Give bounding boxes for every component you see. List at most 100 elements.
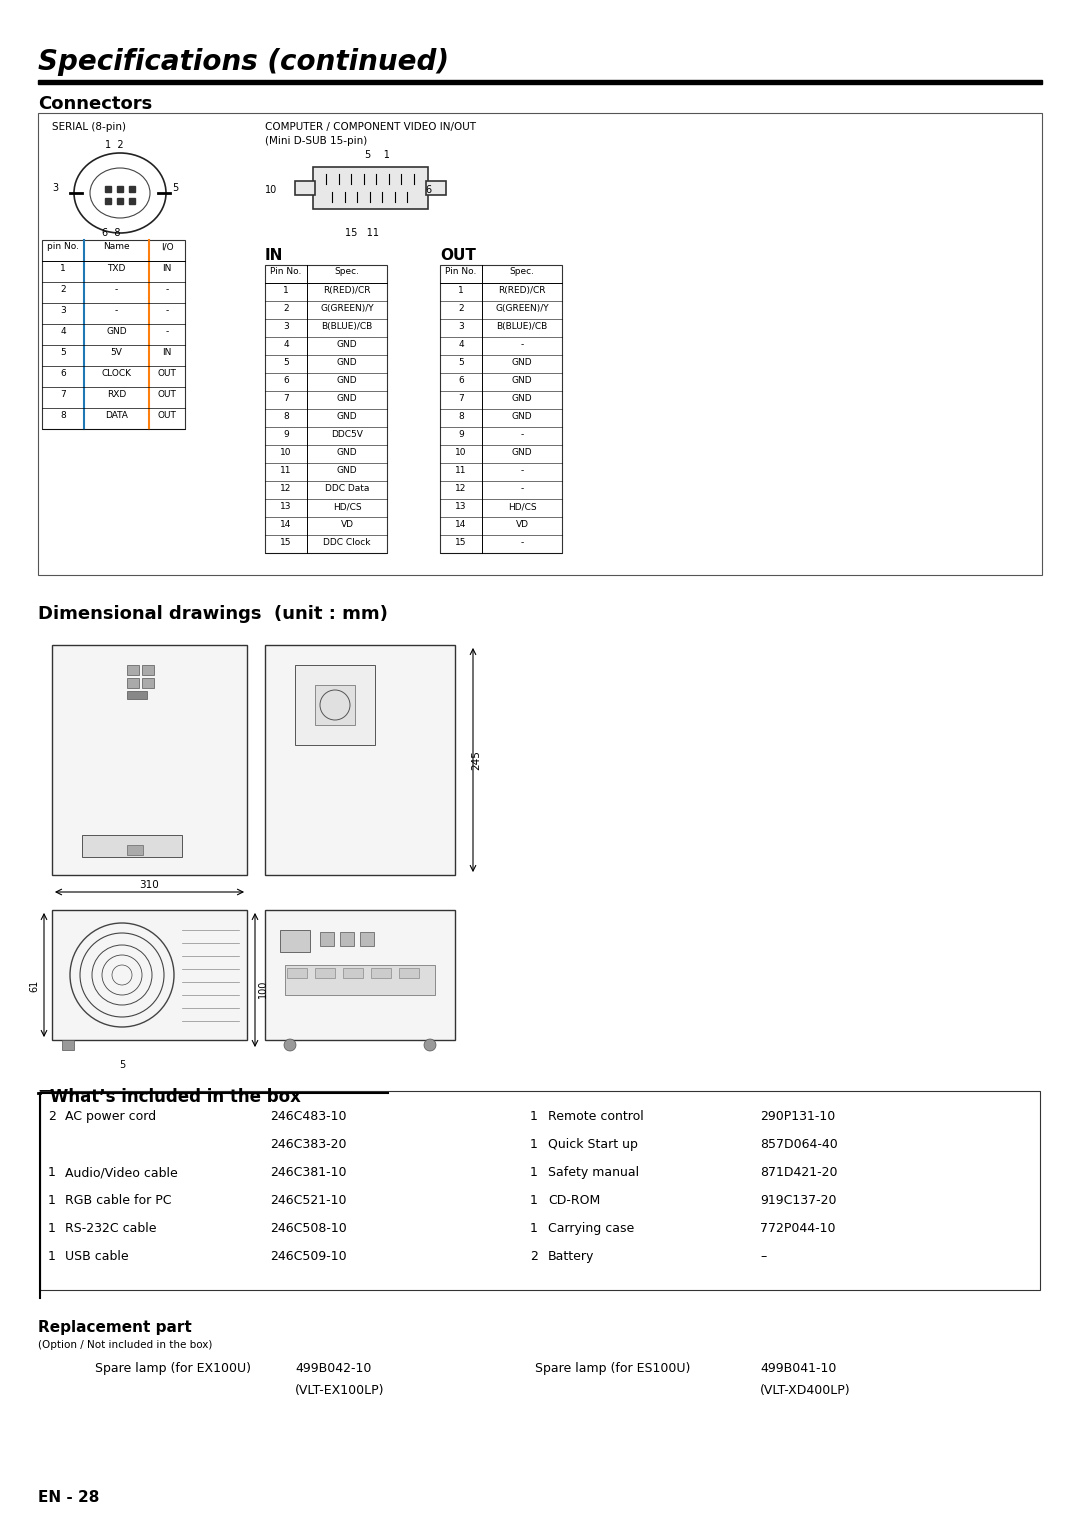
Text: 7: 7 xyxy=(283,394,288,403)
Text: Pin No.: Pin No. xyxy=(445,267,476,277)
Text: GND: GND xyxy=(337,358,357,367)
Text: 2: 2 xyxy=(48,1109,56,1123)
Text: 12: 12 xyxy=(456,484,467,494)
Text: 1: 1 xyxy=(530,1193,538,1207)
Bar xyxy=(127,691,147,698)
Text: 310: 310 xyxy=(139,880,160,889)
Text: Spec.: Spec. xyxy=(335,267,360,277)
Text: 1: 1 xyxy=(530,1109,538,1123)
Text: (Option / Not included in the box): (Option / Not included in the box) xyxy=(38,1340,213,1351)
Text: 246C381-10: 246C381-10 xyxy=(270,1166,347,1180)
Text: B(BLUE)/CB: B(BLUE)/CB xyxy=(322,322,373,332)
Text: GND: GND xyxy=(512,376,532,385)
Text: 8: 8 xyxy=(458,413,464,422)
Text: 5: 5 xyxy=(172,183,178,193)
Text: EN - 28: EN - 28 xyxy=(38,1490,99,1505)
Text: Spare lamp (for EX100U): Spare lamp (for EX100U) xyxy=(95,1361,251,1375)
Bar xyxy=(360,932,374,946)
Text: 15: 15 xyxy=(280,538,292,547)
Text: DATA: DATA xyxy=(105,411,127,420)
Text: -: - xyxy=(165,306,168,315)
Text: R(RED)/CR: R(RED)/CR xyxy=(498,286,545,295)
Bar xyxy=(105,199,111,205)
Text: GND: GND xyxy=(337,341,357,348)
Text: -: - xyxy=(165,327,168,336)
Text: 1: 1 xyxy=(60,264,66,274)
Bar xyxy=(340,932,354,946)
Text: -: - xyxy=(114,286,118,293)
Text: GND: GND xyxy=(512,413,532,422)
Bar xyxy=(295,180,314,196)
Text: 15   11: 15 11 xyxy=(345,228,379,238)
Text: 10: 10 xyxy=(280,448,292,457)
Text: 3: 3 xyxy=(283,322,288,332)
Text: 1: 1 xyxy=(48,1193,56,1207)
Text: 246C509-10: 246C509-10 xyxy=(270,1250,347,1264)
Bar xyxy=(320,932,334,946)
Text: 2: 2 xyxy=(283,304,288,313)
Text: OUT: OUT xyxy=(158,390,176,399)
Text: 6: 6 xyxy=(283,376,288,385)
Text: DDC Clock: DDC Clock xyxy=(323,538,370,547)
Bar xyxy=(295,665,375,746)
Text: 499B042-10: 499B042-10 xyxy=(295,1361,372,1375)
Text: pin No.: pin No. xyxy=(48,241,79,251)
Text: COMPUTER / COMPONENT VIDEO IN/OUT: COMPUTER / COMPONENT VIDEO IN/OUT xyxy=(265,122,476,131)
Text: 1: 1 xyxy=(530,1166,538,1180)
Text: 9: 9 xyxy=(458,429,464,439)
Text: 246C521-10: 246C521-10 xyxy=(270,1193,347,1207)
Bar xyxy=(285,966,435,995)
Circle shape xyxy=(284,1039,296,1051)
Bar xyxy=(265,264,387,553)
Text: 5: 5 xyxy=(283,358,288,367)
Text: 12: 12 xyxy=(281,484,292,494)
Text: DDC Data: DDC Data xyxy=(325,484,369,494)
Text: TXD: TXD xyxy=(107,264,125,274)
Text: 4: 4 xyxy=(458,341,463,348)
Bar xyxy=(127,845,143,856)
Text: DDC5V: DDC5V xyxy=(332,429,363,439)
Text: HD/CS: HD/CS xyxy=(333,503,362,510)
Bar xyxy=(141,678,154,688)
Text: SERIAL (8-pin): SERIAL (8-pin) xyxy=(52,122,126,131)
Text: -: - xyxy=(165,286,168,293)
Text: 5: 5 xyxy=(458,358,464,367)
Text: 10: 10 xyxy=(265,185,278,196)
Text: Audio/Video cable: Audio/Video cable xyxy=(65,1166,178,1180)
Text: 15: 15 xyxy=(456,538,467,547)
Bar xyxy=(42,240,185,429)
Text: 11: 11 xyxy=(456,466,467,475)
Text: GND: GND xyxy=(512,358,532,367)
Text: —: — xyxy=(38,1085,52,1099)
Text: (Mini D-SUB 15-pin): (Mini D-SUB 15-pin) xyxy=(265,136,367,147)
Text: -: - xyxy=(521,538,524,547)
Text: IN: IN xyxy=(265,248,283,263)
Text: RXD: RXD xyxy=(107,390,126,399)
Bar xyxy=(62,1041,75,1050)
Text: 4: 4 xyxy=(283,341,288,348)
Text: Safety manual: Safety manual xyxy=(548,1166,639,1180)
Text: 246C508-10: 246C508-10 xyxy=(270,1222,347,1235)
Text: AC power cord: AC power cord xyxy=(65,1109,157,1123)
Text: 9: 9 xyxy=(283,429,288,439)
Text: 8: 8 xyxy=(283,413,288,422)
Text: Name: Name xyxy=(104,241,130,251)
Text: 499B041-10: 499B041-10 xyxy=(760,1361,836,1375)
Text: VD: VD xyxy=(340,520,353,529)
Text: OUT: OUT xyxy=(158,368,176,377)
Text: G(GREEN)/Y: G(GREEN)/Y xyxy=(320,304,374,313)
Bar xyxy=(343,969,363,978)
Bar xyxy=(265,911,455,1041)
Text: 2: 2 xyxy=(530,1250,538,1264)
Bar xyxy=(40,1091,1040,1290)
Bar xyxy=(127,665,139,675)
Bar xyxy=(426,180,446,196)
Text: HD/CS: HD/CS xyxy=(508,503,537,510)
Text: (VLT-EX100LP): (VLT-EX100LP) xyxy=(295,1384,384,1397)
Text: USB cable: USB cable xyxy=(65,1250,129,1264)
Text: 5    1: 5 1 xyxy=(365,150,390,160)
Text: 857D064-40: 857D064-40 xyxy=(760,1138,838,1151)
Text: 1: 1 xyxy=(530,1222,538,1235)
Bar xyxy=(315,969,335,978)
Bar xyxy=(440,264,562,553)
